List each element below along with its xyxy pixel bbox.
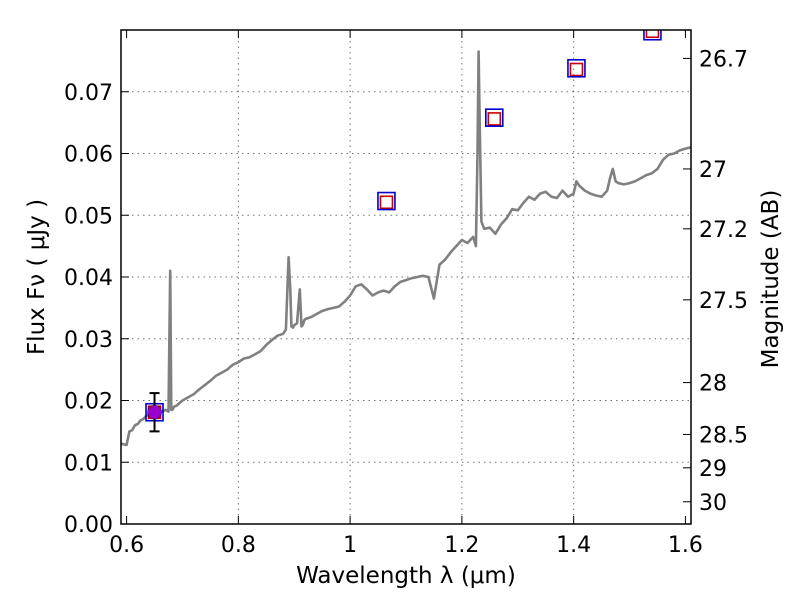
magnitude-tick-label: 27.5 [699,289,748,314]
y-tick-label: 0.06 [64,143,113,168]
grid-layer [121,30,691,524]
magnitude-tick-label: 27.2 [699,218,748,243]
tick-layer: 0.6 0.8 1 1.2 1.4 1.6 0.00 0.01 0.02 0.03 0.04 0.05… [64,30,748,558]
magnitude-tick-label: 26.7 [699,47,748,72]
magnitude-tick-label: 27 [699,158,727,183]
spectrum-line [121,50,691,447]
x-tick-label: 1.6 [668,533,703,558]
x-tick-label: 1.2 [444,533,479,558]
model-photometry-point [487,112,502,126]
model-photometry-point [645,30,660,39]
series-layer [121,30,691,447]
model-photometry-point [379,195,394,210]
predicted-photometry-point [484,108,504,127]
y-tick-label: 0.04 [64,266,113,291]
y-tick-label: 0.05 [64,204,113,229]
predicted-photometry-point [643,30,662,41]
model-photometry-point [569,62,584,77]
x-tick-label: 1 [343,533,357,558]
magnitude-tick-label: 28 [699,372,727,397]
y-tick-label: 0.00 [64,513,113,538]
magnitude-tick-label: 30 [699,491,727,516]
y-axis-label: Flux Fν ( μJy ) [24,199,50,355]
magnitude-axis-label: Magnitude (AB) [758,190,784,369]
magnitude-tick-label: 29 [699,457,727,482]
predicted-photometry-point [377,191,396,211]
magnitude-tick-label: 28.5 [699,423,748,448]
predicted-photometry-point [567,58,586,78]
x-axis-label: Wavelength λ (μm) [296,563,516,589]
x-tick-label: 0.6 [109,533,144,558]
x-tick-label: 0.8 [221,533,256,558]
y-tick-label: 0.07 [64,81,113,106]
observed-point [147,404,162,420]
y-tick-label: 0.03 [64,328,113,353]
y-tick-label: 0.01 [64,451,113,476]
y-tick-label: 0.02 [64,390,113,415]
x-tick-label: 1.4 [556,533,591,558]
